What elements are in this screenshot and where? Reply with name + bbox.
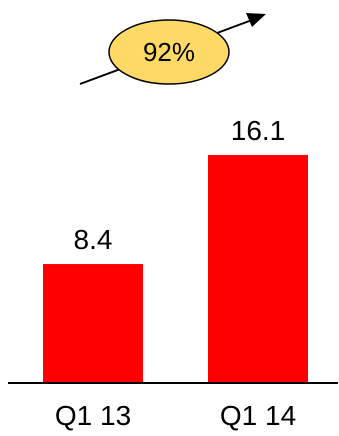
growth-annotation-ellipse [108,19,230,85]
growth-arrow-head [246,13,266,27]
category-label-1: Q1 13 [55,400,131,431]
bar-2 [208,155,308,383]
bar-1 [43,264,143,383]
bar-value-label-2: 16.1 [231,115,286,146]
growth-annotation: 92% [108,19,230,85]
bar-value-label-1: 8.4 [74,224,113,255]
bars-group: 8.4 Q1 13 16.1 Q1 14 [43,115,308,431]
category-label-2: Q1 14 [220,400,296,431]
growth-annotation-label: 92% [143,37,195,67]
